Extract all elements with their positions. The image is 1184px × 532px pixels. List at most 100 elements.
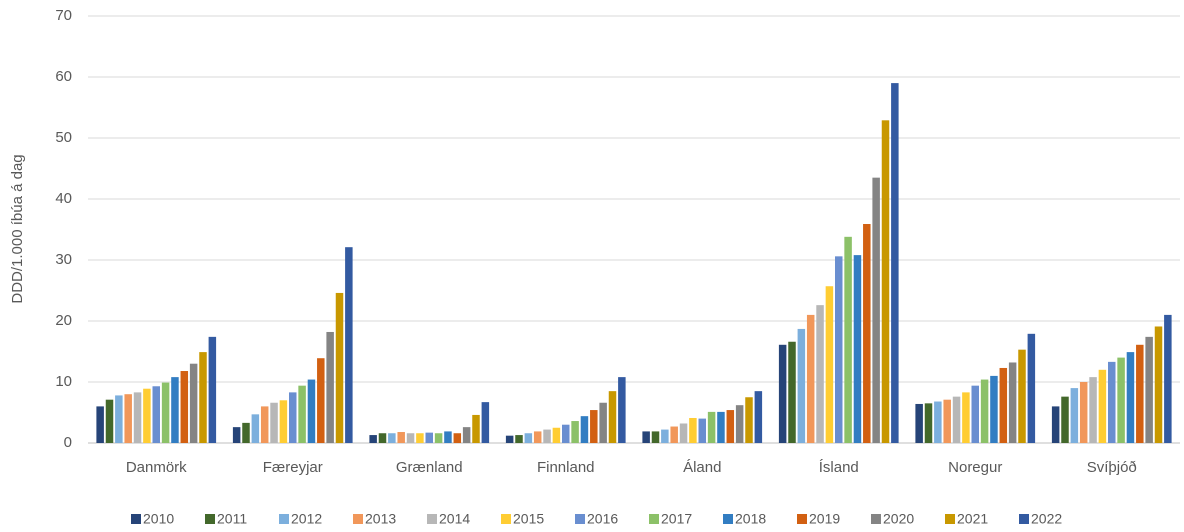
bar: [1008, 362, 1017, 443]
bar: [369, 435, 377, 443]
bar: [651, 431, 660, 443]
bar: [754, 391, 763, 443]
bar: [881, 120, 890, 443]
bar: [698, 418, 706, 443]
bar: [670, 426, 678, 443]
bar: [1027, 333, 1036, 443]
bar: [1070, 388, 1079, 443]
legend-label: 2010: [143, 511, 174, 527]
legend-label: 2017: [661, 511, 692, 527]
bar: [378, 433, 387, 443]
y-tick-label: 40: [55, 190, 72, 207]
bar: [105, 399, 114, 443]
bar: [397, 432, 405, 443]
bar: [279, 400, 288, 443]
bar: [298, 385, 306, 443]
bar: [1018, 349, 1026, 443]
bar: [745, 397, 753, 443]
bar: [571, 421, 579, 443]
bar: [971, 385, 979, 443]
bar: [599, 402, 607, 443]
legend-swatch: [649, 514, 659, 524]
y-tick-label: 10: [55, 373, 72, 390]
bar: [1051, 406, 1060, 443]
legend-swatch: [871, 514, 881, 524]
bar: [505, 435, 514, 443]
bar: [242, 422, 250, 443]
bar: [661, 429, 669, 443]
bar: [943, 399, 951, 443]
x-tick-label: Færeyjar: [263, 459, 323, 476]
bar: [533, 431, 542, 443]
bar: [133, 392, 142, 443]
bar: [406, 433, 415, 443]
y-tick-label: 0: [64, 434, 72, 451]
bar: [524, 433, 533, 443]
bar: [307, 379, 316, 443]
legend-label: 2020: [883, 511, 914, 527]
y-tick-label: 30: [55, 251, 72, 268]
legend-label: 2013: [365, 511, 396, 527]
legend-swatch: [427, 514, 437, 524]
bar: [444, 431, 452, 443]
bar: [689, 417, 697, 443]
bar: [580, 416, 589, 443]
x-tick-label: Grænland: [396, 459, 463, 476]
bar: [1126, 352, 1135, 443]
bar: [472, 414, 480, 443]
bar: [1117, 357, 1125, 443]
bar: [717, 411, 725, 443]
legend-swatch: [575, 514, 585, 524]
bar: [543, 429, 551, 443]
bar: [835, 256, 843, 443]
bar: [335, 292, 344, 443]
bar: [562, 424, 570, 443]
legend-label: 2016: [587, 511, 618, 527]
x-tick-label: Ísland: [819, 459, 859, 476]
legend-label: 2014: [439, 511, 470, 527]
x-tick-label: Svíþjóð: [1087, 459, 1137, 476]
bar: [232, 427, 241, 443]
bar: [515, 435, 523, 443]
bar: [1154, 326, 1163, 443]
bar: [1108, 361, 1116, 443]
bar: [317, 358, 325, 443]
bar: [143, 388, 151, 443]
y-axis-label: DDD/1.000 íbúa á dag: [9, 154, 26, 303]
legend-swatch: [723, 514, 733, 524]
y-tick-label: 20: [55, 312, 72, 329]
legend-label: 2021: [957, 511, 988, 527]
legend-swatch: [279, 514, 289, 524]
bar: [1164, 314, 1172, 443]
bar: [152, 386, 160, 443]
bar: [778, 344, 787, 443]
bar: [1136, 344, 1144, 443]
bar: [388, 433, 396, 443]
bar: [618, 377, 626, 443]
bar: [788, 341, 796, 443]
bar: [726, 410, 735, 443]
bar: [891, 83, 899, 443]
bar: [825, 286, 834, 443]
bar: [1089, 377, 1097, 443]
bar: [952, 396, 961, 443]
bar: [552, 427, 561, 443]
bar: [260, 406, 269, 443]
bar: [251, 414, 260, 443]
legend-swatch: [205, 514, 215, 524]
legend-label: 2022: [1031, 511, 1062, 527]
bar: [924, 403, 933, 443]
bar: [180, 371, 189, 443]
bar: [590, 410, 598, 443]
bar: [1061, 396, 1069, 443]
x-tick-label: Finnland: [537, 459, 595, 476]
bar: [816, 305, 824, 443]
legend-label: 2019: [809, 511, 840, 527]
bar: [642, 431, 650, 443]
x-tick-label: Áland: [683, 459, 721, 476]
bar: [990, 375, 998, 443]
legend-label: 2018: [735, 511, 766, 527]
bar: [679, 423, 688, 443]
bar: [208, 336, 217, 443]
legend-swatch: [501, 514, 511, 524]
